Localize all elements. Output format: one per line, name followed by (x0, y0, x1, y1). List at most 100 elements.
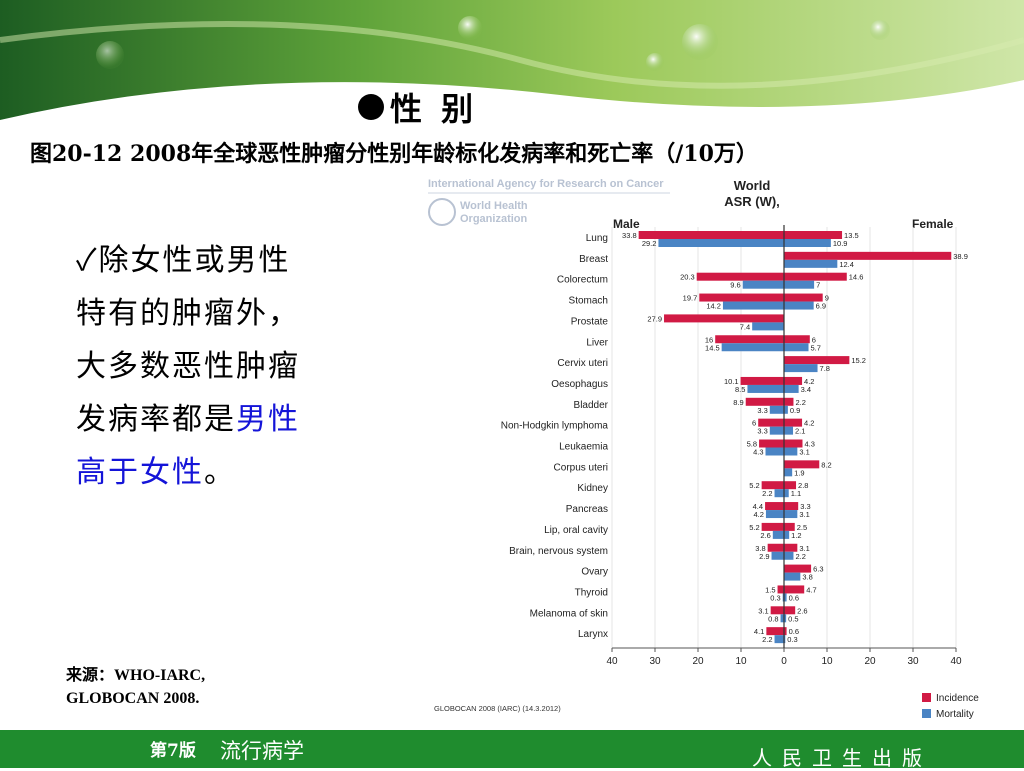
female-incidence-value-label: 3.1 (799, 544, 809, 553)
male-mortality-value-label: 2.2 (762, 635, 772, 644)
chart-svg: International Agency for Research on Can… (428, 178, 979, 720)
x-tick-label: 20 (692, 656, 704, 667)
female-incidence-bar (784, 585, 805, 594)
x-tick-label: 20 (864, 656, 876, 667)
female-mortality-value-label: 3.1 (799, 448, 809, 457)
female-mortality-bar (784, 551, 794, 560)
female-mortality-bar (784, 280, 815, 289)
male-mortality-value-label: 7.4 (740, 322, 750, 331)
female-mortality-value-label: 0.6 (789, 593, 799, 602)
female-incidence-value-label: 8.2 (821, 460, 831, 469)
female-mortality-bar (784, 343, 809, 352)
male-incidence-bar (767, 543, 784, 552)
male-mortality-value-label: 8.5 (735, 385, 745, 394)
male-incidence-bar (740, 376, 784, 385)
bullet-text: ✓除女性或男性特有的肿瘤外，大多数恶性肿瘤发病率都是男性高于女性。 (76, 234, 304, 499)
male-mortality-value-label: 2.2 (762, 489, 772, 498)
female-mortality-value-label: 1.1 (791, 489, 801, 498)
male-mortality-value-label: 3.3 (757, 427, 767, 436)
female-mortality-value-label: 12.4 (839, 260, 854, 269)
x-tick-label: 30 (907, 656, 919, 667)
x-tick-label: 10 (821, 656, 833, 667)
legend-label-mortality: Mortality (936, 709, 974, 720)
male-mortality-bar (747, 384, 784, 393)
female-incidence-value-label: 38.9 (953, 252, 968, 261)
male-incidence-bar (770, 606, 784, 615)
male-incidence-bar (766, 627, 784, 636)
category-label: Lip, oral cavity (544, 525, 608, 536)
male-incidence-value-label: 5.2 (749, 481, 759, 490)
female-incidence-value-label: 4.2 (804, 419, 814, 428)
male-incidence-bar (699, 293, 784, 302)
publisher-label: 人民卫生出版 (752, 746, 932, 770)
bullet-text-end: 。 (204, 455, 236, 490)
male-incidence-bar (696, 272, 784, 281)
bullet-dot-icon (358, 94, 384, 120)
legend-swatch-incidence (922, 693, 931, 702)
category-label: Oesophagus (551, 379, 608, 390)
category-label: Lung (586, 233, 608, 244)
male-incidence-value-label: 3.8 (755, 544, 765, 553)
female-incidence-bar (784, 397, 794, 406)
female-incidence-bar (784, 418, 803, 427)
male-mortality-bar (782, 593, 784, 602)
male-incidence-bar (745, 397, 784, 406)
male-mortality-value-label: 4.3 (753, 448, 763, 457)
female-incidence-value-label: 4.3 (804, 440, 814, 449)
female-incidence-bar (784, 543, 798, 552)
heading-text: 性 别 (390, 90, 478, 128)
category-label: Non-Hodgkin lymphoma (501, 421, 609, 432)
male-mortality-bar (774, 489, 784, 498)
male-incidence-bar (761, 522, 784, 531)
female-mortality-value-label: 1.9 (794, 468, 804, 477)
female-incidence-value-label: 14.6 (849, 273, 864, 282)
who-logo-line-1: World Health (460, 200, 528, 212)
category-label: Stomach (569, 296, 608, 307)
leaf-banner (0, 0, 1024, 150)
female-mortality-value-label: 7.8 (820, 364, 830, 373)
male-incidence-value-label: 10.1 (724, 377, 739, 386)
legend-label-incidence: Incidence (936, 693, 979, 704)
male-incidence-bar (759, 439, 784, 448)
male-incidence-bar (761, 481, 784, 490)
female-incidence-value-label: 15.2 (851, 356, 866, 365)
footer-bar: 第7版 流行病学 人民卫生出版 (0, 730, 1024, 770)
female-incidence-bar (784, 231, 843, 239)
male-mortality-bar (772, 530, 784, 539)
female-mortality-bar (784, 468, 793, 477)
female-mortality-bar (784, 510, 798, 519)
male-incidence-value-label: 3.1 (758, 606, 768, 615)
female-mortality-value-label: 2.2 (795, 552, 805, 561)
female-mortality-value-label: 1.2 (791, 531, 801, 540)
male-incidence-value-label: 20.3 (680, 273, 695, 282)
subject-label: 流行病学 (220, 739, 304, 763)
male-mortality-value-label: 0.3 (770, 593, 780, 602)
male-mortality-value-label: 0.8 (768, 614, 778, 623)
male-incidence-value-label: 4.1 (754, 627, 764, 636)
female-incidence-bar (784, 481, 797, 490)
category-label: Leukaemia (559, 442, 608, 453)
male-mortality-bar (771, 551, 784, 560)
female-mortality-bar (784, 635, 786, 644)
male-incidence-bar (777, 585, 784, 594)
chart-credit: GLOBOCAN 2008 (IARC) (14.3.2012) (434, 704, 561, 713)
bullet-text-highlight: 男性高于女性 (76, 402, 300, 490)
x-tick-label: 30 (649, 656, 661, 667)
female-mortality-bar (784, 259, 838, 268)
category-label: Bladder (574, 400, 609, 411)
category-label: Thyroid (575, 587, 608, 598)
male-mortality-value-label: 2.9 (759, 552, 769, 561)
female-incidence-bar (784, 335, 810, 344)
female-mortality-value-label: 3.4 (801, 385, 811, 394)
female-incidence-value-label: 6.3 (813, 565, 823, 574)
female-incidence-bar (784, 606, 796, 615)
female-mortality-bar (784, 426, 794, 435)
check-mark-icon: ✓ (76, 243, 99, 278)
male-incidence-value-label: 33.8 (622, 231, 637, 240)
x-tick-label: 0 (781, 656, 787, 667)
female-incidence-bar (784, 293, 823, 302)
iarc-logo-text: International Agency for Research on Can… (428, 178, 664, 190)
male-incidence-value-label: 16 (705, 335, 713, 344)
male-mortality-bar (765, 510, 784, 519)
female-mortality-bar (784, 405, 788, 414)
